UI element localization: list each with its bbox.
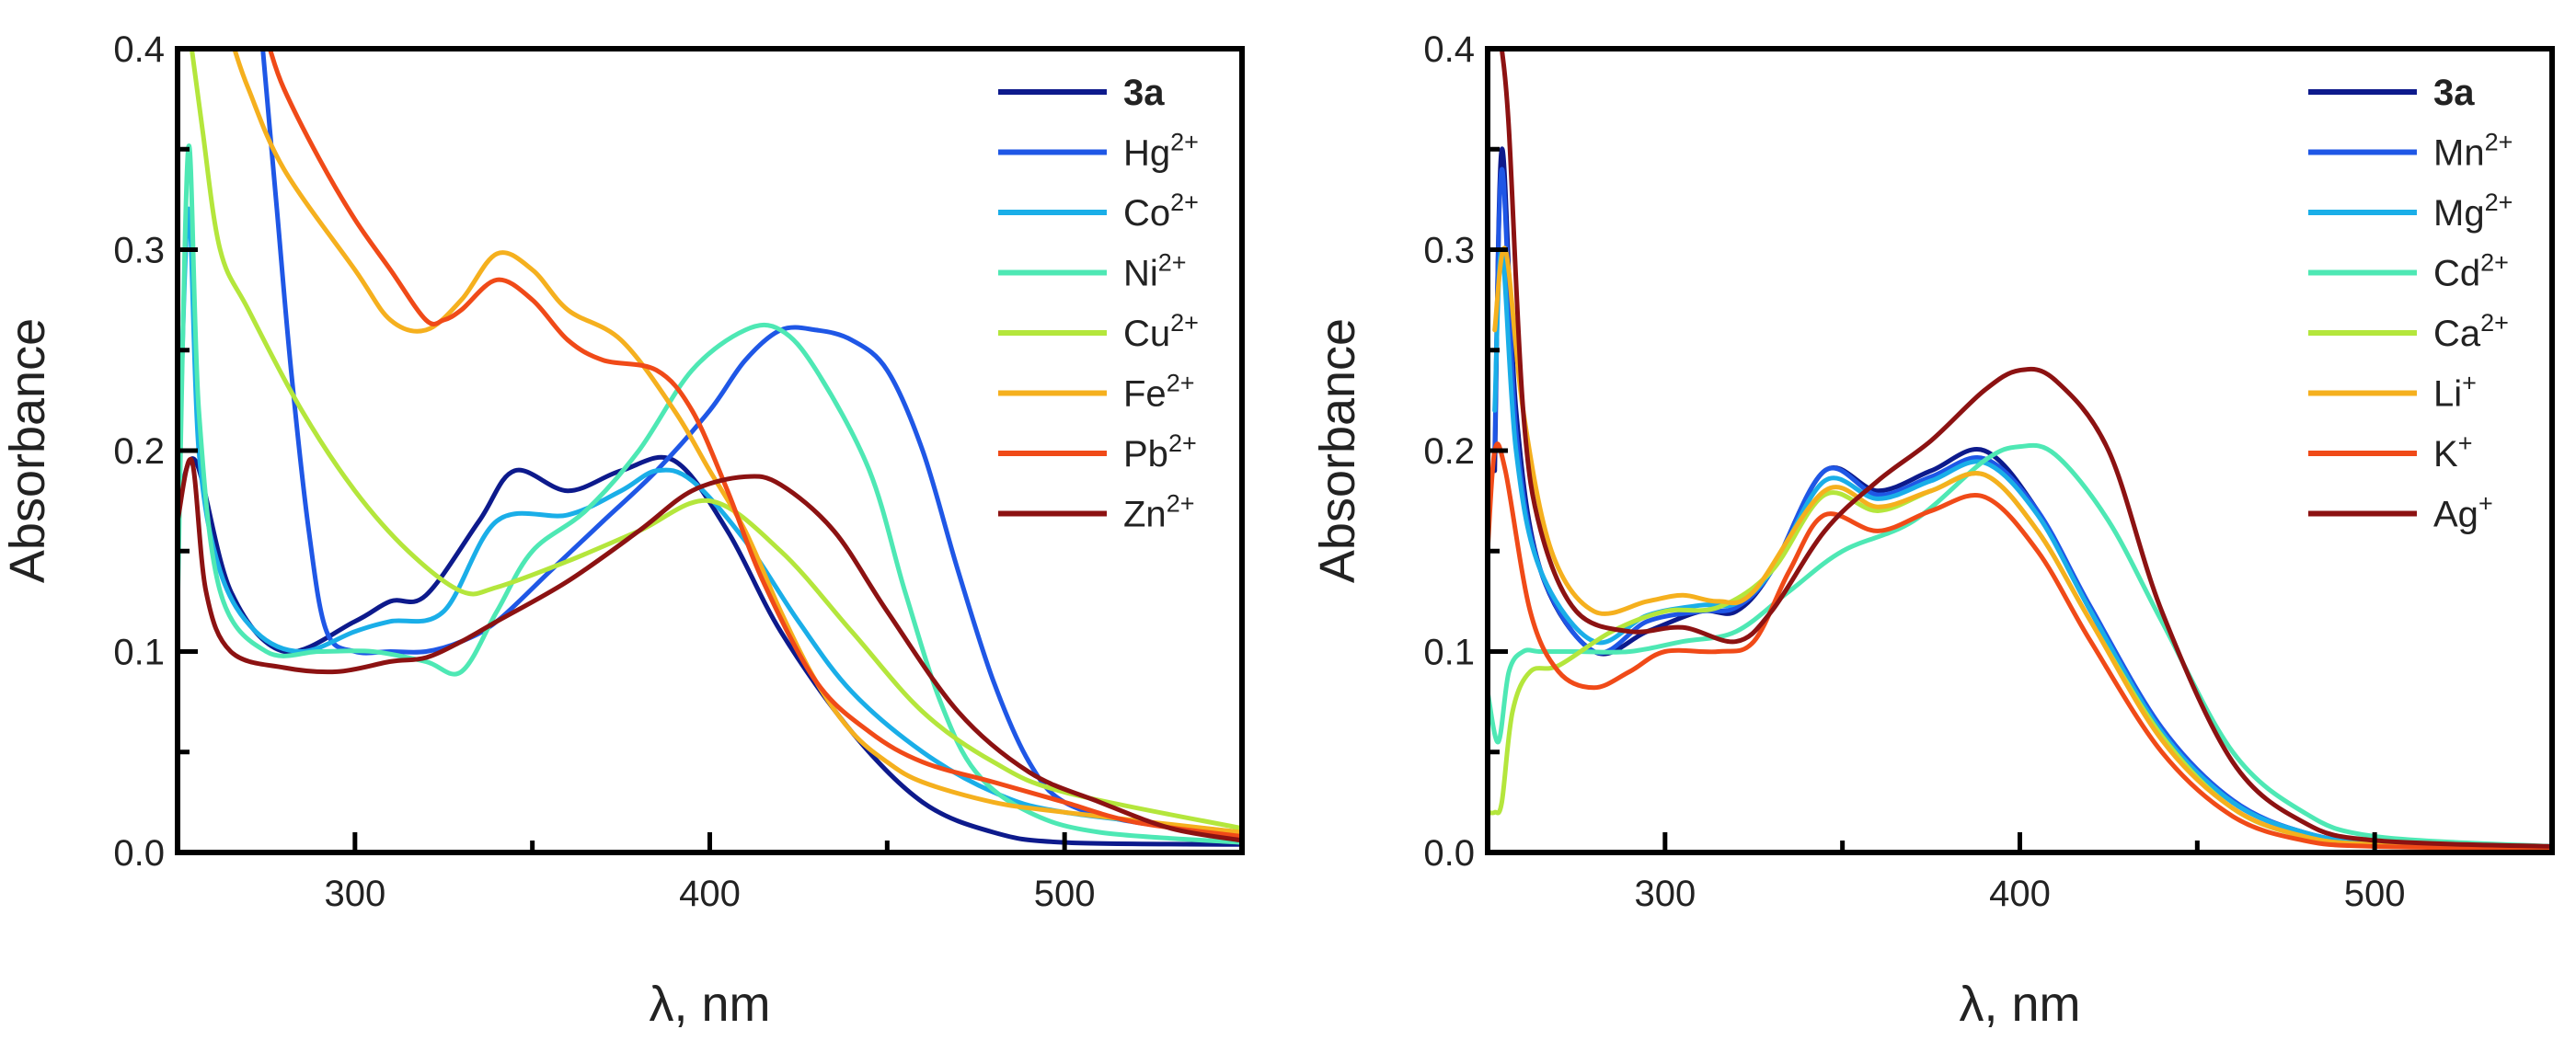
series-line-mg [1492,246,2552,849]
x-tick-label: 500 [2344,874,2406,914]
series-line-hg [260,49,1242,835]
series-line-pb [267,49,1242,839]
y-tick-label: 0.2 [1423,431,1475,472]
x-axis-label: λ, nm [1959,977,2080,1032]
series-line-k [1488,441,2552,852]
legend-label-3a: 3a [1123,73,1165,113]
series-line-3a [178,454,1242,847]
x-axis-label: λ, nm [649,977,770,1032]
y-tick-label: 0.4 [1423,29,1475,70]
y-tick-label: 0.4 [113,29,165,70]
legend-label-k: K+ [2433,429,2472,475]
y-tick-label: 0.2 [113,431,165,472]
legend-label-cu: Cu2+ [1123,309,1199,354]
y-axis-label: Absorbance [1310,318,1365,583]
x-tick-label: 500 [1034,874,1096,914]
y-axis-label: Absorbance [0,318,55,583]
y-tick-label: 0.3 [113,231,165,271]
x-tick-label: 400 [1989,874,2051,914]
x-tick-label: 300 [1634,874,1696,914]
legend-label-3a: 3a [2433,73,2475,113]
x-tick-label: 400 [679,874,741,914]
y-tick-label: 0.0 [1423,833,1475,874]
series-line-cu [189,49,1242,831]
chart-panel-left: 0.0 0.1 0.2 0.3 0.4 300 400 500 λ, nm Absorbance 3… [0,29,1245,1032]
series-lines [1488,49,2552,852]
series-lines [178,49,1242,847]
y-tick-label: 0.3 [1423,231,1475,271]
legend: 3a Mn2+ Mg2+ Cd2+ Ca2+ Li+ K+ Ag+ [2308,73,2513,535]
y-tick-label: 0.0 [113,833,165,874]
legend-label-pb: Pb2+ [1123,429,1197,475]
series-line-zn [178,456,1242,843]
chart-panel-right: 0.0 0.1 0.2 0.3 0.4 300 400 500 λ, nm Absorbance 3… [1310,29,2555,1032]
legend-label-hg: Hg2+ [1123,129,1199,174]
legend-label-co: Co2+ [1123,189,1199,234]
legend-label-ca: Ca2+ [2433,309,2509,354]
legend-label-mg: Mg2+ [2433,189,2513,234]
legend-label-ag: Ag+ [2433,490,2493,535]
legend-label-li: Li+ [2433,370,2477,415]
series-line-ag [1499,49,2552,849]
series-line-ni [178,143,1242,845]
legend-label-ni: Ni2+ [1123,249,1187,294]
x-tick-label: 300 [324,874,385,914]
legend-label-zn: Zn2+ [1123,490,1194,535]
legend: 3a Hg2+ Co2+ Ni2+ Cu2+ Fe2+ Pb2+ Zn2+ [998,73,1199,535]
series-line-co [178,206,1242,835]
series-line-fe [232,49,1242,835]
legend-label-mn: Mn2+ [2433,129,2513,174]
series-line-li [1492,246,2552,852]
legend-label-fe: Fe2+ [1123,370,1194,415]
y-tick-label: 0.1 [1423,633,1475,673]
y-tick-label: 0.1 [113,633,165,673]
legend-label-cd: Cd2+ [2433,249,2509,294]
